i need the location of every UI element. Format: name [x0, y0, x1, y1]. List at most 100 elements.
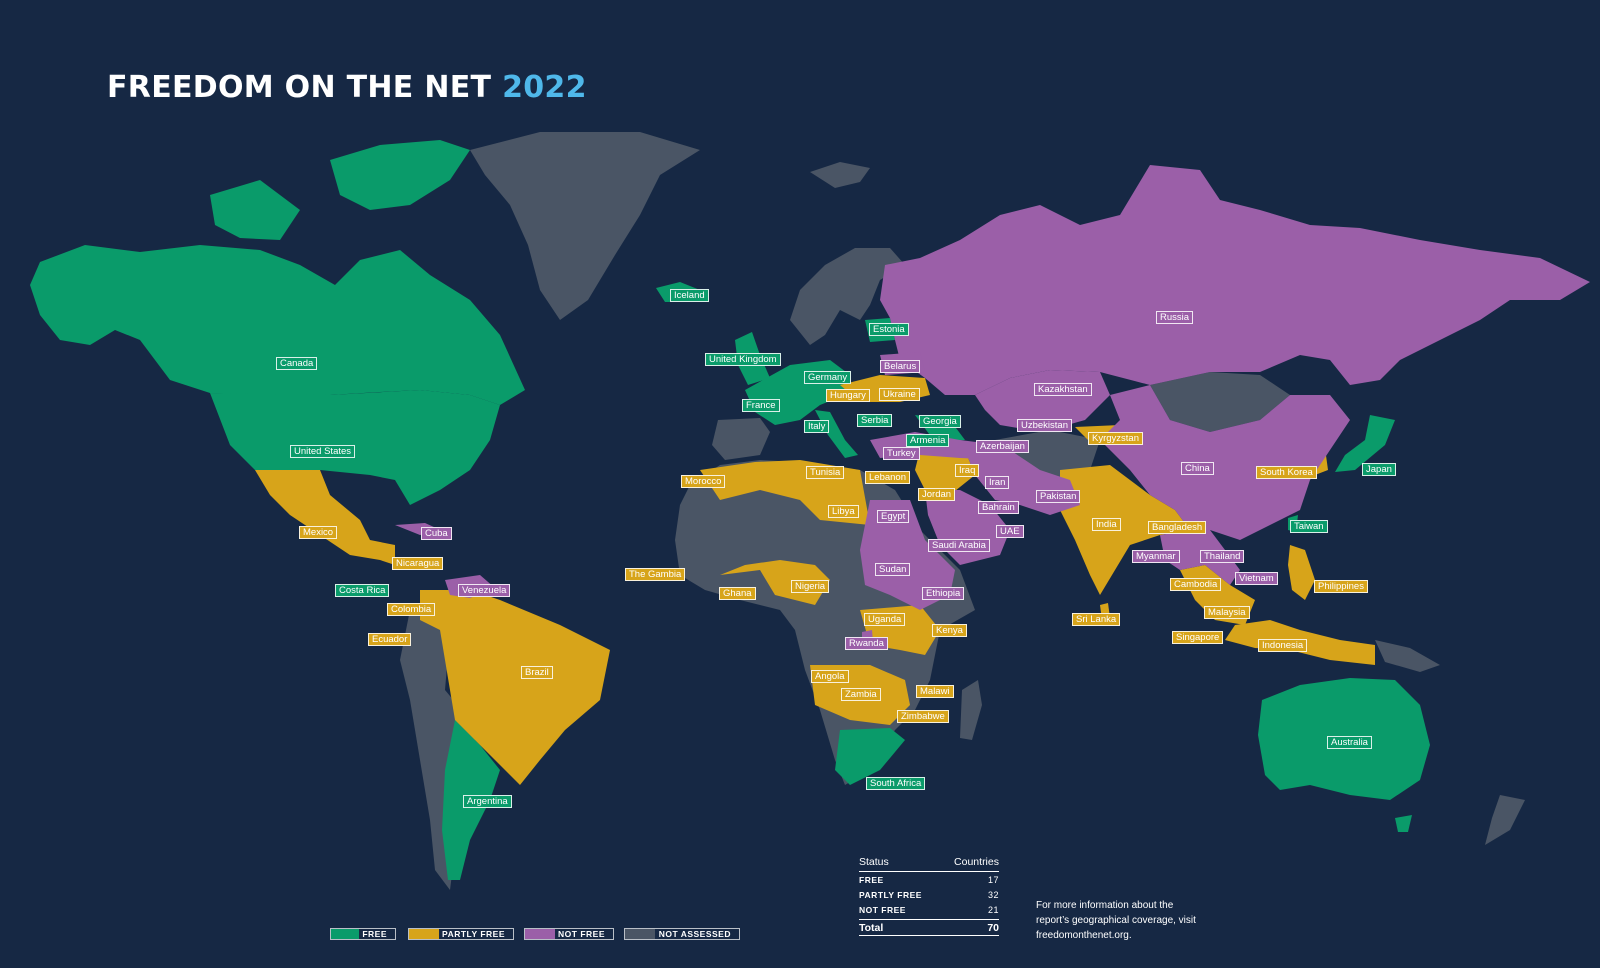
mexico-central-america: [255, 470, 395, 565]
title-year: 2022: [502, 70, 587, 105]
legend-swatch: [625, 929, 655, 939]
label-singapore: Singapore: [1172, 631, 1224, 644]
russia: [880, 165, 1590, 395]
label-mexico: Mexico: [299, 526, 338, 539]
label-taiwan: Taiwan: [1290, 520, 1328, 533]
status-row-partly-free: PARTLY FREE 32: [859, 887, 999, 902]
status-label: FREE: [859, 874, 884, 885]
coverage-note: For more information about the report’s …: [1036, 900, 1196, 941]
arctic-islands-2: [330, 140, 470, 210]
label-kazakhstan: Kazakhstan: [1034, 383, 1092, 396]
legend-label: NOT FREE: [555, 929, 608, 939]
middle-east-partly: [915, 450, 975, 495]
status-table-header: Status Countries: [859, 856, 999, 872]
canada: [140, 245, 525, 405]
label-indonesia: Indonesia: [1258, 639, 1308, 652]
label-south-africa: South Africa: [866, 777, 926, 790]
label-thailand: Thailand: [1200, 550, 1245, 563]
china: [1100, 385, 1350, 540]
label-serbia: Serbia: [857, 414, 893, 427]
label-costa-rica: Costa Rica: [335, 584, 390, 597]
label-united-states: United States: [290, 445, 356, 458]
label-saudi-arabia: Saudi Arabia: [928, 539, 990, 552]
total-label: Total: [859, 922, 884, 934]
label-cuba: Cuba: [421, 527, 452, 540]
label-china: China: [1181, 462, 1214, 475]
label-the-gambia: The Gambia: [625, 568, 686, 581]
arctic-islands: [210, 180, 300, 240]
egypt-sudan-ethiopia: [860, 500, 955, 610]
legend-free: FREE: [330, 928, 396, 940]
label-germany: Germany: [804, 371, 852, 384]
label-ukraine: Ukraine: [879, 388, 920, 401]
map-title: FREEDOM ON THE NET 2022: [107, 70, 587, 105]
status-row-not-free: NOT FREE 21: [859, 902, 999, 917]
new-zealand: [1485, 795, 1525, 845]
label-south-korea: South Korea: [1256, 466, 1317, 479]
label-zimbabwe: Zimbabwe: [897, 710, 949, 723]
label-nicaragua: Nicaragua: [392, 557, 444, 570]
south-africa: [835, 728, 905, 785]
countries-header: Countries: [954, 856, 999, 868]
label-canada: Canada: [276, 357, 318, 370]
label-united-kingdom: United Kingdom: [705, 353, 781, 366]
philippines: [1288, 545, 1315, 600]
label-bangladesh: Bangladesh: [1148, 521, 1207, 534]
label-morocco: Morocco: [681, 475, 726, 488]
colombia-brazil: [420, 590, 610, 785]
status-count: 17: [987, 874, 999, 885]
label-argentina: Argentina: [463, 795, 512, 808]
label-georgia: Georgia: [919, 415, 961, 428]
status-header: Status: [859, 856, 889, 868]
label-belarus: Belarus: [880, 360, 921, 373]
legend-swatch: [525, 929, 555, 939]
status-count: 21: [987, 904, 999, 915]
label-philippines: Philippines: [1314, 580, 1368, 593]
label-italy: Italy: [804, 420, 830, 433]
label-ecuador: Ecuador: [368, 633, 412, 646]
tasmania: [1395, 815, 1412, 832]
legend-label: FREE: [359, 929, 390, 939]
scandinavia: [790, 248, 905, 345]
label-australia: Australia: [1327, 736, 1372, 749]
mongolia: [1150, 372, 1290, 432]
png: [1375, 640, 1440, 672]
free-regions: [30, 140, 1430, 880]
status-table: Status Countries FREE 17 PARTLY FREE 32 …: [859, 856, 999, 936]
japan: [1335, 415, 1395, 472]
label-brazil: Brazil: [521, 666, 553, 679]
label-sri-lanka: Sri Lanka: [1072, 613, 1121, 626]
label-turkey: Turkey: [883, 447, 920, 460]
italy: [815, 410, 858, 458]
label-pakistan: Pakistan: [1036, 490, 1081, 503]
label-ethiopia: Ethiopia: [922, 587, 965, 600]
legend-label: NOT ASSESSED: [655, 929, 734, 939]
label-estonia: Estonia: [869, 323, 909, 336]
madagascar: [960, 680, 982, 740]
label-russia: Russia: [1156, 311, 1194, 324]
svalbard: [810, 162, 870, 188]
label-jordan: Jordan: [918, 488, 956, 501]
status-row-free: FREE 17: [859, 872, 999, 887]
india: [1060, 465, 1190, 595]
title-text: FREEDOM ON THE NET: [107, 70, 492, 105]
label-tunisia: Tunisia: [806, 466, 845, 479]
label-azerbaijan: Azerbaijan: [976, 440, 1029, 453]
label-hungary: Hungary: [826, 389, 870, 402]
status-total-row: Total 70: [859, 919, 999, 936]
label-uae: UAE: [996, 525, 1024, 538]
legend-partly-free: PARTLY FREE: [408, 928, 514, 940]
label-rwanda: Rwanda: [845, 637, 888, 650]
label-iraq: Iraq: [955, 464, 980, 477]
label-malaysia: Malaysia: [1204, 606, 1250, 619]
legend-swatch: [409, 929, 439, 939]
label-angola: Angola: [811, 670, 849, 683]
label-india: India: [1092, 518, 1121, 531]
label-nigeria: Nigeria: [791, 580, 830, 593]
status-count: 32: [987, 889, 999, 900]
label-kenya: Kenya: [932, 624, 967, 637]
label-myanmar: Myanmar: [1132, 550, 1180, 563]
legend-not-assessed: NOT ASSESSED: [624, 928, 740, 940]
legend-not-free: NOT FREE: [524, 928, 614, 940]
